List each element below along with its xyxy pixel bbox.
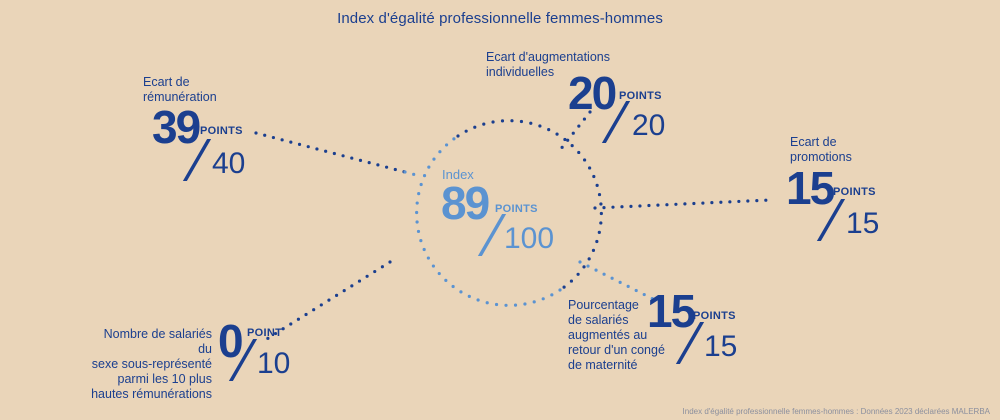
spoke-maternite [578,260,657,302]
promotions-label: Ecart de promotions [790,135,852,165]
label-line: Pourcentage [568,298,639,312]
spoke-remuneration-light [403,170,422,178]
label-line: retour d'un congé [568,343,665,357]
page-title: Index d'égalité professionnelle femmes-h… [337,10,663,27]
label-line: augmentés au [568,328,648,342]
augmentations-max: 20 [632,109,666,142]
remuneration-value: 39 [152,101,201,153]
augmentations-label: Ecart d'augmentations individuelles [486,50,610,80]
remuneration-label: Ecart de rémunération [143,75,217,105]
label-line: Ecart d'augmentations [486,50,610,64]
label-line: promotions [790,150,852,164]
label-line: hautes rémunérations [91,387,212,401]
center-value: 89 [441,177,490,229]
center-label: Index [442,167,474,182]
remuneration-max: 40 [212,147,246,180]
label-line: de maternité [568,358,638,372]
hautes-remunerations-label: Nombre de salariés du sexe sous-représen… [89,327,212,402]
center-circle-light-arc [415,134,562,307]
maternite-value: 15 [647,285,696,337]
label-line: Nombre de salariés du [103,327,212,356]
remuneration-unit: POINTS [200,125,243,137]
maternite-label: Pourcentage de salariés augmentés au ret… [568,298,665,373]
hautes-remunerations-unit: POINT [247,327,283,339]
hautes-remunerations-max: 10 [257,347,291,380]
spoke-promotions [593,198,772,210]
spoke-hautes-remunerations [260,260,392,344]
promotions-value: 15 [786,162,835,214]
label-line: parmi les 10 plus [117,372,213,386]
center-unit: POINTS [495,203,538,215]
spoke-augmentations [558,110,592,152]
label-line: sexe sous-représenté [91,357,212,371]
label-line: rémunération [143,90,217,104]
augmentations-value: 20 [568,67,617,119]
center-circle-dark-arc [456,119,603,292]
augmentations-unit: POINTS [619,90,662,102]
center-max: 100 [504,222,555,255]
hautes-remunerations-value: 0 [218,315,244,367]
label-line: Ecart de [790,135,837,149]
label-line: individuelles [486,65,555,79]
maternite-max: 15 [704,330,738,363]
maternite-unit: POINTS [693,310,736,322]
label-line: de salariés [568,313,629,327]
label-line: Ecart de [143,75,190,89]
spoke-remuneration [254,131,407,174]
footer-source: Index d'égalité professionnelle femmes-h… [682,407,990,416]
promotions-unit: POINTS [833,186,876,198]
promotions-max: 15 [846,207,880,240]
